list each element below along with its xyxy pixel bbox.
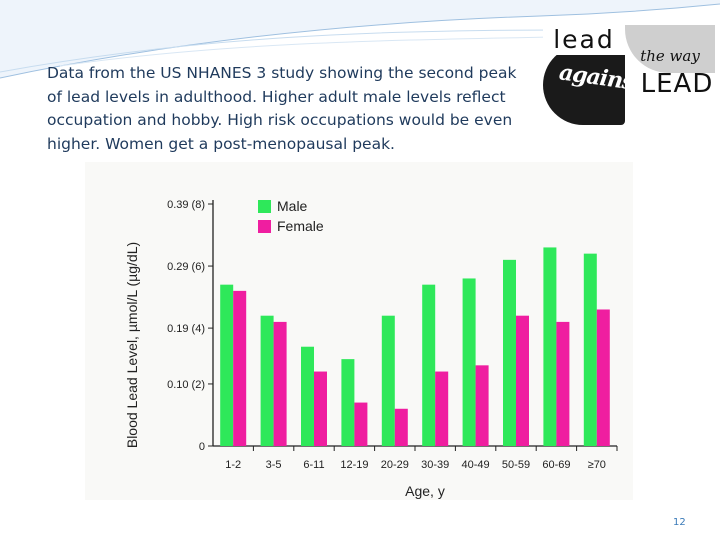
x-tick-label: 50-59 xyxy=(502,459,530,471)
slide-caption: Data from the US NHANES 3 study showing … xyxy=(47,64,517,153)
female-bar xyxy=(556,321,570,446)
x-tick-label: 30-39 xyxy=(421,459,449,471)
female-bar xyxy=(475,365,489,446)
male-bar xyxy=(422,284,436,446)
page-number: 12 xyxy=(673,517,686,528)
y-tick-labels: 0 0.10 (2) 0.19 (4) 0.29 (6) 0.39 (8) xyxy=(167,199,213,453)
blood-lead-bar-chart: 0 0.10 (2) 0.19 (4) 0.29 (6) 0.39 (8) 1-2 3-5… xyxy=(85,162,633,500)
x-tick-label: 20-29 xyxy=(381,459,409,471)
chart-legend: Male Female xyxy=(258,198,324,234)
logo-word-lead: lead xyxy=(543,25,625,55)
y-tick-label: 0 xyxy=(199,441,205,453)
female-bar xyxy=(273,321,287,446)
x-tick-label: 40-49 xyxy=(462,459,490,471)
chart-bars xyxy=(220,247,610,446)
male-bar xyxy=(543,247,557,446)
logo-word-lead-caps: LEAD xyxy=(640,69,714,99)
x-tick-label: ≥70 xyxy=(588,459,606,471)
female-bar xyxy=(394,408,408,446)
x-tick-label: 60-69 xyxy=(542,459,570,471)
header-swoosh-decoration xyxy=(0,0,720,79)
male-bar xyxy=(583,253,597,446)
female-bar xyxy=(233,290,247,446)
male-bar xyxy=(381,315,395,446)
legend-swatch xyxy=(258,220,271,233)
male-bar xyxy=(341,359,355,446)
y-tick-label: 0.39 (8) xyxy=(167,199,205,211)
female-bar xyxy=(516,315,529,446)
male-bar xyxy=(462,278,476,446)
female-bar xyxy=(314,371,327,446)
legend-label: Female xyxy=(277,218,324,234)
x-tick-label: 3-5 xyxy=(266,459,282,471)
y-tick-label: 0.29 (6) xyxy=(167,261,205,273)
logo-dark-panel xyxy=(543,45,625,125)
male-bar xyxy=(301,346,314,446)
y-axis-label: Blood Lead Level, µmol/L (µg/dL) xyxy=(124,242,140,448)
male-bar xyxy=(220,284,234,446)
y-tick-label: 0.19 (4) xyxy=(167,323,205,335)
female-bar xyxy=(354,402,368,446)
female-bar xyxy=(435,371,449,446)
male-bar xyxy=(260,315,274,446)
x-tick-label: 6-11 xyxy=(303,459,324,471)
legend-swatch xyxy=(258,200,271,213)
y-tick-label: 0.10 (2) xyxy=(167,379,205,391)
logo-word-the-way: the way xyxy=(640,47,700,65)
female-bar xyxy=(596,309,610,446)
lead-against-lead-logo: lead the way against LEAD xyxy=(543,25,715,125)
x-tick-label: 12-19 xyxy=(340,459,368,471)
legend-label: Male xyxy=(277,198,308,214)
male-bar xyxy=(503,259,516,446)
x-axis-label: Age, y xyxy=(405,483,445,499)
x-tick-label: 1-2 xyxy=(225,459,241,471)
x-tick-labels: 1-2 3-5 6-11 12-19 20-29 30-39 40-49 50-59 60-69… xyxy=(225,446,618,471)
